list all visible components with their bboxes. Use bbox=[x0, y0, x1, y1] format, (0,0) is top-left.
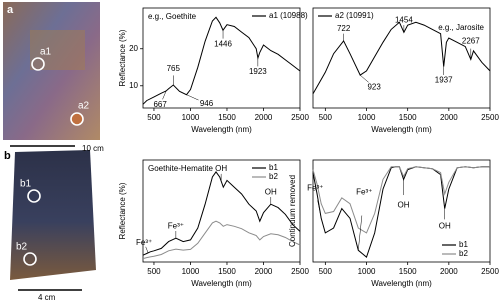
peak-label: 1446 bbox=[214, 39, 232, 48]
plot-frame bbox=[312, 159, 491, 263]
peak-label: 765 bbox=[167, 64, 181, 73]
annotation: Goethite-Hematite bbox=[148, 164, 213, 173]
site-label: a2 bbox=[78, 101, 90, 112]
leader-line bbox=[186, 94, 199, 101]
site-marker bbox=[27, 189, 41, 203]
leader-line bbox=[162, 90, 167, 100]
x-tick-label: 2500 bbox=[481, 267, 499, 276]
site-marker bbox=[23, 252, 37, 266]
x-tick-label: 2000 bbox=[255, 267, 273, 276]
scale-label: 4 cm bbox=[38, 293, 56, 302]
peak-label: OH bbox=[265, 187, 277, 196]
x-tick-label: 1000 bbox=[182, 267, 200, 276]
x-tick-label: 2000 bbox=[440, 113, 458, 122]
site-label: b2 bbox=[16, 242, 28, 253]
spectrum-line bbox=[142, 220, 301, 260]
peak-label: OH bbox=[215, 164, 227, 173]
peak-label: 722 bbox=[337, 24, 351, 33]
x-axis-title: Wavelength (nm) bbox=[191, 279, 252, 288]
x-tick-label: 500 bbox=[319, 267, 333, 276]
x-tick-label: 2500 bbox=[291, 113, 309, 122]
scale-label: 10 cm bbox=[82, 144, 104, 153]
peak-label: Fe³⁺ bbox=[168, 221, 184, 230]
leader-line bbox=[360, 74, 369, 83]
annotation: e.g., Jarosite bbox=[438, 23, 484, 32]
photo-a bbox=[3, 2, 100, 140]
panel-letter: a bbox=[7, 4, 14, 16]
x-axis-title: Wavelength (nm) bbox=[191, 125, 252, 134]
leader-line bbox=[358, 215, 363, 251]
peak-label: 667 bbox=[153, 100, 167, 109]
x-tick-label: 500 bbox=[147, 267, 161, 276]
x-tick-label: 1500 bbox=[218, 267, 236, 276]
spectrum-line bbox=[142, 171, 301, 256]
panel-letter: b bbox=[4, 150, 11, 162]
y-tick-label: 20 bbox=[129, 44, 138, 53]
site-label: b1 bbox=[20, 179, 32, 190]
peak-label: 1923 bbox=[249, 67, 267, 76]
peak-label: OH bbox=[398, 201, 410, 210]
site-marker bbox=[70, 112, 84, 126]
peak-label: Fe³⁺ bbox=[136, 238, 152, 247]
legend-label: b1 bbox=[459, 240, 468, 249]
legend-label: b2 bbox=[459, 249, 468, 258]
x-axis-title: Wavelength (nm) bbox=[371, 125, 432, 134]
plot-frame bbox=[142, 7, 301, 109]
x-tick-label: 2000 bbox=[440, 267, 458, 276]
peak-label: 923 bbox=[367, 82, 381, 91]
peak-label: 1454 bbox=[395, 15, 413, 24]
x-tick-label: 1500 bbox=[399, 267, 417, 276]
x-tick-label: 1500 bbox=[218, 113, 236, 122]
site-label: a1 bbox=[40, 47, 52, 58]
y-axis-title: Continuum removed bbox=[288, 175, 297, 247]
spectrum-line bbox=[142, 16, 301, 105]
photo-texture bbox=[30, 30, 85, 70]
x-axis-title: Wavelength (nm) bbox=[371, 279, 432, 288]
peak-label: 946 bbox=[200, 99, 214, 108]
legend-label: a2 (10991) bbox=[335, 11, 374, 20]
plot-frame bbox=[312, 7, 491, 109]
photo-b bbox=[10, 150, 96, 280]
legend-label: b1 bbox=[269, 163, 278, 172]
y-axis-title: Reflectance (%) bbox=[118, 182, 127, 239]
y-axis-title: Reflectance (%) bbox=[118, 29, 127, 86]
leader-line bbox=[145, 246, 149, 253]
x-tick-label: 2500 bbox=[291, 267, 309, 276]
peak-label: Fe³⁺ bbox=[307, 183, 323, 192]
x-tick-label: 500 bbox=[147, 113, 161, 122]
peak-label: Fe³⁺ bbox=[356, 187, 372, 196]
legend-label: b2 bbox=[269, 172, 278, 181]
spectrum-line bbox=[312, 21, 491, 94]
x-tick-label: 2500 bbox=[481, 113, 499, 122]
peak-label: 1937 bbox=[435, 76, 453, 85]
x-tick-label: 1000 bbox=[182, 113, 200, 122]
leader-line bbox=[317, 200, 322, 219]
y-tick-label: 10 bbox=[129, 81, 138, 90]
x-tick-label: 1000 bbox=[358, 113, 376, 122]
site-marker bbox=[31, 57, 45, 71]
legend-label: a1 (10988) bbox=[269, 11, 308, 20]
x-tick-label: 1000 bbox=[358, 267, 376, 276]
peak-label: 2267 bbox=[462, 37, 480, 46]
spectrum-line bbox=[312, 166, 490, 234]
x-tick-label: 1500 bbox=[399, 113, 417, 122]
x-tick-label: 500 bbox=[319, 113, 333, 122]
x-tick-label: 2000 bbox=[255, 113, 273, 122]
plot-frame bbox=[142, 159, 301, 263]
peak-label: OH bbox=[439, 222, 451, 231]
annotation: e.g., Goethite bbox=[148, 12, 197, 21]
